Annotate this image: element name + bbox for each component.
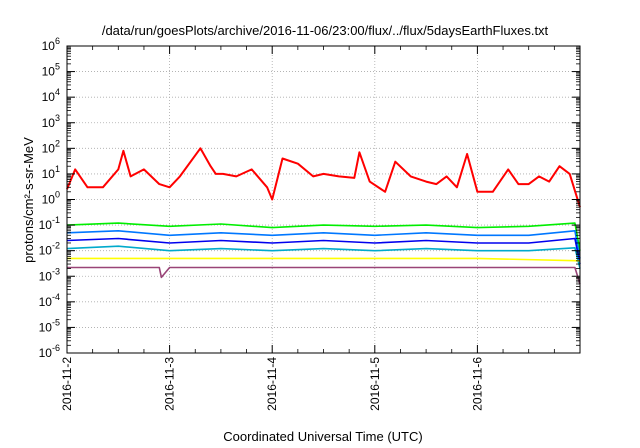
x-tick-labels: 2016-11-2 2016-11-3 2016-11-4 2016-11-5 2016… (60, 357, 484, 411)
y-tick-labels: 10-6 10-5 10-4 10-3 10-2 10-1 100 101 102 103 104 1… (39, 36, 60, 360)
y-tick-label: 10-5 (39, 317, 60, 334)
series-line (66, 147, 581, 208)
x-tick-label: 2016-11-6 (470, 357, 484, 411)
x-tick-label: 2016-11-4 (265, 357, 279, 411)
y-tick-label: 104 (42, 87, 60, 104)
y-tick-label: 10-1 (39, 215, 60, 232)
y-tick-label: 101 (42, 164, 60, 181)
series-line (66, 230, 581, 259)
series-line (67, 257, 581, 262)
y-tick-label: 100 (42, 190, 60, 207)
series-line (66, 237, 581, 265)
series-line (67, 266, 581, 285)
plot-frame (66, 45, 581, 354)
chart-title: /data/run/goesPlots/archive/2016-11-06/2… (102, 23, 549, 38)
x-tick-label: 2016-11-3 (163, 357, 177, 411)
series-line (66, 245, 581, 269)
y-axis-label: protons/cm²-s-sr-MeV (21, 137, 36, 263)
y-tick-label: 106 (42, 36, 60, 53)
series-lines (66, 147, 581, 285)
x-tick-label: 2016-11-2 (60, 357, 74, 411)
y-tick-label: 10-2 (39, 241, 60, 258)
axis-ticks (66, 45, 580, 354)
grid (67, 46, 580, 353)
series-line (66, 222, 581, 251)
y-tick-label: 10-6 (39, 343, 60, 360)
y-tick-label: 102 (42, 138, 60, 155)
y-tick-label: 10-4 (39, 292, 60, 309)
y-tick-label: 105 (42, 62, 60, 79)
y-tick-label: 10-3 (39, 266, 60, 283)
x-axis-label: Coordinated Universal Time (UTC) (223, 429, 422, 444)
y-tick-label: 103 (42, 113, 60, 130)
x-tick-label: 2016-11-5 (368, 357, 382, 411)
